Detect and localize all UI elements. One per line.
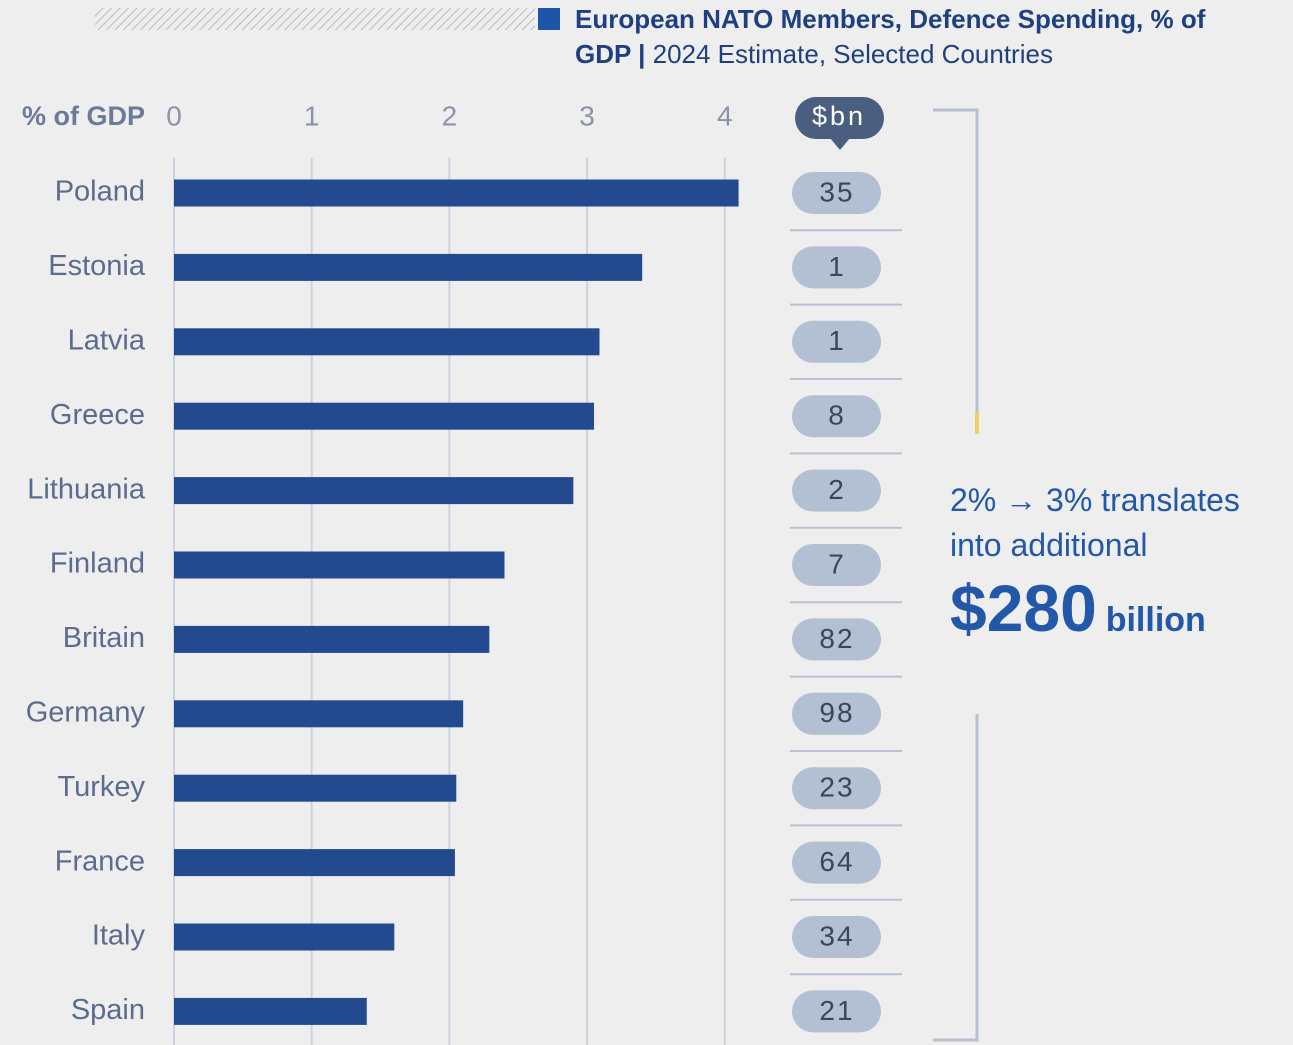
spend-pill — [792, 990, 881, 1033]
spend-label: 64 — [819, 846, 854, 877]
bracket-bottom — [933, 714, 979, 1042]
header-label: $bn — [812, 101, 866, 131]
header-pointer — [830, 138, 850, 150]
subtitle: 2024 Estimate, Selected Countries — [652, 39, 1053, 69]
spend-pill — [792, 246, 881, 289]
y-tick-label: France — [55, 845, 145, 877]
annotation: 2% → 3% translates into additional $280 … — [950, 478, 1293, 648]
spend-label: 7 — [828, 548, 846, 579]
x-tick-label: 0 — [166, 100, 182, 131]
y-tick-label: Germany — [26, 696, 146, 728]
title: European NATO Members, Defence Spending,… — [575, 4, 1206, 69]
hatch-bar — [95, 8, 535, 30]
spend-pill — [792, 395, 881, 438]
header-pill — [795, 97, 884, 139]
y-tick-label: Britain — [63, 622, 145, 654]
spend-pill — [792, 544, 881, 586]
bar — [174, 402, 594, 430]
bar — [174, 700, 464, 728]
spend-label: 82 — [819, 623, 854, 654]
spend-pill — [792, 692, 881, 735]
bar — [174, 253, 643, 281]
spend-pill — [792, 916, 881, 958]
bar — [174, 328, 600, 356]
y-tick-label: Italy — [92, 920, 146, 952]
y-tick-label: Greece — [50, 399, 145, 431]
x-tick-label: 1 — [304, 100, 320, 131]
y-tick-label: Estonia — [48, 250, 146, 282]
spend-pill — [792, 469, 881, 512]
spend-pill — [792, 618, 881, 661]
spend-label: 1 — [828, 325, 846, 356]
bar — [174, 997, 367, 1025]
spend-label: 2 — [828, 474, 846, 505]
spend-pill — [792, 172, 881, 214]
bar — [174, 849, 455, 877]
spend-label: 23 — [819, 772, 854, 803]
bar — [174, 477, 574, 505]
spend-label: 21 — [819, 995, 854, 1026]
spend-label: 35 — [819, 176, 854, 207]
annotation-amount: $280 — [950, 571, 1097, 645]
bracket-top — [933, 108, 979, 433]
x-tick-label: 2 — [442, 100, 458, 131]
spend-label: 8 — [828, 400, 846, 431]
y-tick-label: Latvia — [68, 324, 146, 356]
y-tick-label: Spain — [71, 994, 145, 1026]
y-tick-label: Poland — [55, 176, 145, 208]
x-tick-label: 3 — [579, 100, 595, 131]
bar — [174, 774, 457, 802]
annotation-unit: billion — [1105, 601, 1206, 639]
x-tick-label: 4 — [717, 100, 733, 131]
spend-pill — [792, 767, 881, 810]
spend-label: 34 — [819, 920, 854, 951]
title-marker — [538, 8, 560, 30]
spend-label: 1 — [828, 251, 846, 282]
spend-pill — [792, 841, 881, 884]
bar — [174, 625, 490, 653]
bar — [174, 179, 739, 207]
bar — [174, 923, 395, 951]
spend-label: 98 — [819, 697, 854, 728]
y-tick-label: Lithuania — [27, 473, 146, 505]
bar — [174, 551, 505, 579]
axis-label: % of GDP — [22, 101, 145, 131]
spend-pill — [792, 320, 881, 363]
y-tick-label: Finland — [50, 548, 145, 580]
y-tick-label: Turkey — [57, 771, 145, 803]
annotation-text: 2% → 3% translates into additional — [950, 482, 1240, 563]
chart-title: European NATO Members, Defence Spending,… — [575, 2, 1230, 72]
